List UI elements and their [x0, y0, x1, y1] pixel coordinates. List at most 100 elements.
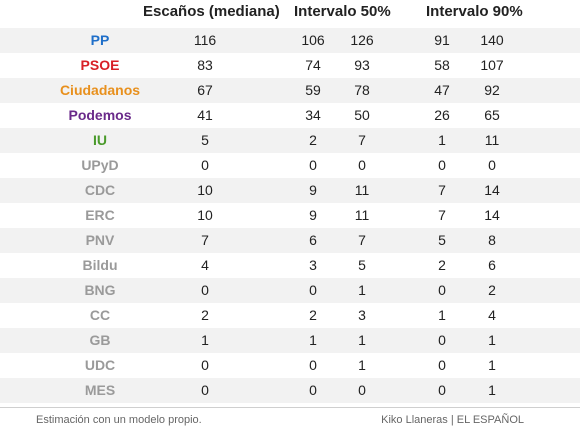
interval-90-low: 1	[438, 132, 446, 148]
median-value: 116	[193, 32, 217, 48]
interval-90-high: 6	[488, 257, 496, 273]
party-label: CC	[89, 307, 111, 323]
interval-50-high: 0	[358, 382, 366, 398]
interval-50-high: 1	[358, 282, 366, 298]
interval-90-high: 2	[488, 282, 496, 298]
interval-90-low: 0	[438, 157, 446, 173]
interval-50-high: 7	[358, 232, 366, 248]
interval-50-low: 2	[309, 132, 317, 148]
table-row: PNV 7 6 7 5 8	[0, 228, 580, 253]
interval-50-low: 59	[305, 82, 321, 98]
header-interval-90: Intervalo 90%	[426, 3, 523, 20]
interval-90-high: 65	[484, 107, 500, 123]
table-row: ERC 10 9 11 7 14	[0, 203, 580, 228]
interval-50-low: 0	[309, 157, 317, 173]
interval-50-high: 0	[358, 157, 366, 173]
interval-50-high: 78	[354, 82, 370, 98]
party-label: MES	[84, 382, 116, 398]
interval-90-high: 107	[480, 57, 504, 73]
interval-50-high: 11	[354, 182, 370, 198]
interval-50-high: 50	[354, 107, 370, 123]
party-label: GB	[89, 332, 111, 348]
interval-50-high: 5	[358, 257, 366, 273]
interval-90-low: 91	[434, 32, 450, 48]
median-value: 83	[197, 57, 213, 73]
table-row: CDC 10 9 11 7 14	[0, 178, 580, 203]
median-value: 4	[201, 257, 209, 273]
interval-90-low: 5	[438, 232, 446, 248]
interval-50-low: 9	[309, 182, 317, 198]
interval-90-high: 1	[488, 382, 496, 398]
party-label: PSOE	[80, 57, 120, 73]
interval-50-low: 106	[301, 32, 325, 48]
table-row: UDC 0 0 1 0 1	[0, 353, 580, 378]
interval-50-high: 3	[358, 307, 366, 323]
interval-90-low: 7	[438, 182, 446, 198]
interval-90-low: 1	[438, 307, 446, 323]
party-label: Podemos	[68, 107, 132, 123]
interval-50-low: 6	[309, 232, 317, 248]
interval-90-low: 47	[434, 82, 450, 98]
median-value: 0	[201, 157, 209, 173]
interval-50-low: 9	[309, 207, 317, 223]
table-row: BNG 0 0 1 0 2	[0, 278, 580, 303]
interval-90-high: 1	[488, 357, 496, 373]
table-row: MES 0 0 0 0 1	[0, 378, 580, 403]
interval-50-high: 1	[358, 357, 366, 373]
median-value: 1	[201, 332, 209, 348]
header-interval-50: Intervalo 50%	[294, 3, 391, 20]
party-label: IU	[93, 132, 107, 148]
interval-50-low: 1	[309, 332, 317, 348]
interval-50-low: 0	[309, 282, 317, 298]
interval-90-high: 140	[480, 32, 504, 48]
interval-90-low: 7	[438, 207, 446, 223]
table-row: PP 116 106 126 91 140	[0, 28, 580, 53]
interval-90-high: 14	[484, 207, 500, 223]
interval-90-high: 1	[488, 332, 496, 348]
header-median: Escaños (mediana)	[143, 3, 280, 20]
interval-90-low: 0	[438, 332, 446, 348]
table-row: PSOE 83 74 93 58 107	[0, 53, 580, 78]
interval-50-low: 0	[309, 382, 317, 398]
median-value: 2	[201, 307, 209, 323]
median-value: 7	[201, 232, 209, 248]
interval-90-low: 26	[434, 107, 450, 123]
table-row: UPyD 0 0 0 0 0	[0, 153, 580, 178]
interval-50-high: 93	[354, 57, 370, 73]
interval-90-high: 8	[488, 232, 496, 248]
party-label: UDC	[84, 357, 116, 373]
interval-90-high: 14	[484, 182, 500, 198]
interval-50-high: 7	[358, 132, 366, 148]
interval-90-low: 0	[438, 357, 446, 373]
interval-50-low: 2	[309, 307, 317, 323]
interval-90-low: 0	[438, 382, 446, 398]
interval-50-low: 0	[309, 357, 317, 373]
party-label: UPyD	[81, 157, 119, 173]
median-value: 41	[197, 107, 213, 123]
interval-90-high: 4	[488, 307, 496, 323]
table-row: IU 5 2 7 1 11	[0, 128, 580, 153]
party-label: PNV	[85, 232, 115, 248]
interval-50-low: 34	[305, 107, 321, 123]
table-row: GB 1 1 1 0 1	[0, 328, 580, 353]
table-row: CC 2 2 3 1 4	[0, 303, 580, 328]
interval-50-high: 126	[350, 32, 374, 48]
party-label: CDC	[84, 182, 116, 198]
table-row: Ciudadanos 67 59 78 47 92	[0, 78, 580, 103]
median-value: 67	[197, 82, 213, 98]
median-value: 5	[201, 132, 209, 148]
interval-90-low: 2	[438, 257, 446, 273]
interval-50-high: 11	[354, 207, 370, 223]
party-label: Ciudadanos	[59, 82, 141, 98]
median-value: 10	[197, 182, 213, 198]
party-label: PP	[90, 32, 110, 48]
table-row: Bildu 4 3 5 2 6	[0, 253, 580, 278]
interval-90-low: 0	[438, 282, 446, 298]
footer-note: Estimación con un modelo propio.	[36, 414, 202, 426]
interval-90-high: 0	[488, 157, 496, 173]
footer: Estimación con un modelo propio. Kiko Ll…	[0, 407, 580, 436]
median-value: 0	[201, 382, 209, 398]
party-label: BNG	[84, 282, 116, 298]
median-value: 0	[201, 282, 209, 298]
